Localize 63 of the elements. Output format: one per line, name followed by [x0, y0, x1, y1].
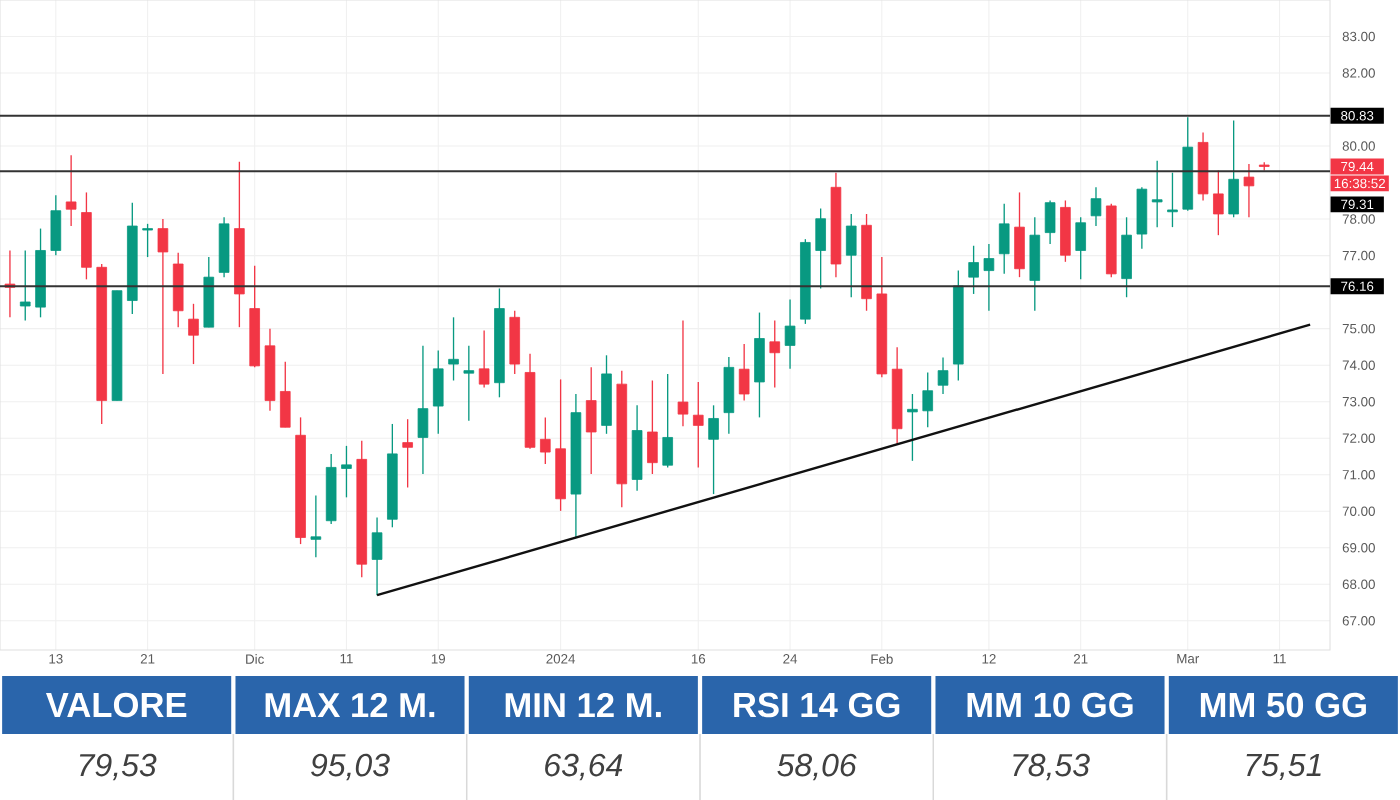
candlestick [1044, 199, 1056, 245]
candlestick [1060, 199, 1071, 263]
candlestick [983, 243, 995, 312]
text: 95,03 [311, 753, 390, 781]
candlestick [157, 218, 169, 375]
candlestick [968, 245, 979, 295]
candlestick [432, 349, 444, 435]
text: 78,53 [1013, 753, 1090, 781]
candlestick [723, 356, 735, 435]
candlestick [1136, 186, 1148, 250]
candlestick [692, 381, 704, 469]
candlestick [922, 371, 934, 428]
candlestick [1075, 216, 1086, 281]
candlestick [1090, 186, 1102, 227]
candlestick [402, 418, 413, 489]
candlestick [172, 252, 184, 328]
candlestick [310, 494, 322, 558]
candlestick [1228, 119, 1239, 218]
candlestick [65, 154, 77, 227]
candlestick [448, 316, 459, 382]
candlestick [1014, 191, 1025, 278]
text: MM 50 GG [1200, 692, 1366, 718]
candlestick [540, 416, 551, 465]
candlestick [585, 366, 597, 475]
candlestick [784, 298, 796, 370]
candlestick [142, 223, 153, 258]
candlestick [647, 379, 658, 475]
candlestick [463, 345, 475, 422]
candlestick [371, 516, 383, 596]
text: MM 10 GG [967, 692, 1133, 718]
candlestick [341, 445, 352, 499]
text: 58,06 [777, 753, 857, 781]
candlestick [754, 311, 765, 419]
candlestick [937, 356, 949, 395]
candlestick [998, 203, 1010, 275]
candlestick [1167, 172, 1178, 228]
candlestick [1121, 216, 1132, 298]
candlestick [738, 343, 750, 402]
candlestick [845, 213, 857, 298]
candlestick [662, 373, 673, 469]
text: 79,53 [79, 753, 157, 781]
candlestick [19, 249, 31, 322]
candlestick [1243, 163, 1255, 218]
candlestick [815, 207, 826, 290]
candlestick [50, 194, 62, 256]
candlestick [677, 319, 689, 427]
candlestick [1213, 169, 1224, 236]
candlestick [188, 303, 199, 365]
text: 75,51 [1246, 753, 1321, 781]
candlestick [769, 319, 781, 389]
candlestick [907, 393, 918, 462]
text: MIN 12 M. [505, 692, 661, 718]
text: RSI 14 GG [734, 692, 900, 718]
candlestick [708, 404, 719, 495]
candlestick [1151, 159, 1163, 228]
candlestick [279, 361, 291, 428]
candlestick [417, 345, 429, 475]
text: 63,64 [545, 753, 623, 781]
candlestick [1029, 216, 1041, 312]
candlestick [478, 329, 490, 389]
text: MAX 12 M. [265, 692, 435, 718]
candlestick [509, 310, 521, 375]
text: VALORE [45, 692, 187, 718]
